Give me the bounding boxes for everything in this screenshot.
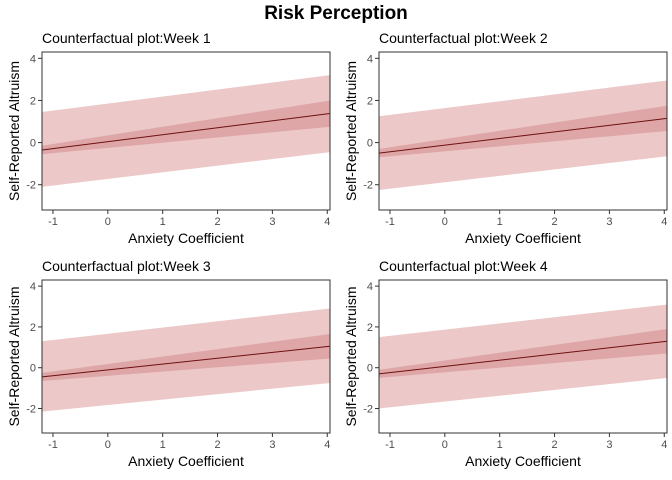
panel-4-y-tick-label: -2 xyxy=(363,404,373,416)
panel-1-x-tick-label: 0 xyxy=(105,216,111,228)
panel-3-title: Counterfactual plot:Week 3 xyxy=(42,258,211,274)
panel-4-x-tick-label: -1 xyxy=(385,439,395,451)
panel-1-x-axis-label: Anxiety Coefficient xyxy=(128,230,244,246)
panel-2: -1 0 1 2 3 4 -2 0 2 4 Counterfactual plot:Week 2 An… xyxy=(343,30,668,246)
panel-3-x-tick-label: 4 xyxy=(324,439,330,451)
panel-2-border xyxy=(378,51,668,211)
panel-2-title: Counterfactual plot:Week 2 xyxy=(379,30,548,46)
panel-4-y-tick-label: 2 xyxy=(367,322,373,334)
panel-3-fit-line xyxy=(41,345,331,378)
panel-4-y-axis-label: Self-Reported Altruism xyxy=(343,286,359,426)
panel-3-x-tick-label: 1 xyxy=(160,439,166,451)
panel-1-x-tick-label: 1 xyxy=(160,216,166,228)
panel-3-x-tick-label: 0 xyxy=(105,439,111,451)
panel-1-x-tick-label: -1 xyxy=(48,216,58,228)
panel-4-x-tick-label: 1 xyxy=(497,439,503,451)
panel-1-x-tick-label: 4 xyxy=(324,216,330,228)
panel-2-x-tick-label: 1 xyxy=(497,216,503,228)
panel-3-x-tick-label: 2 xyxy=(214,439,220,451)
panel-3-x-tick-label: 3 xyxy=(269,439,275,451)
panel-4-y-tick-label: 4 xyxy=(367,281,373,293)
panel-3-y-tick-label: 4 xyxy=(30,281,36,293)
panel-4-fit-line xyxy=(378,340,668,375)
panel-2-x-tick-label: 0 xyxy=(442,216,448,228)
panel-4-border xyxy=(378,279,668,434)
panel-2-x-tick-label: 4 xyxy=(661,216,667,228)
panel-3-border xyxy=(41,279,331,434)
panel-2-x-tick-label: 2 xyxy=(551,216,557,228)
panel-4: -1 0 1 2 3 4 -2 0 2 4 Counterfactual plot:Week 4 An… xyxy=(343,258,668,469)
panel-4-y-tick-label: 0 xyxy=(367,363,373,375)
panel-1-y-tick-label: -2 xyxy=(26,180,36,192)
panel-1-fit-line xyxy=(41,113,331,151)
panel-1-x-tick-label: 2 xyxy=(214,216,220,228)
panel-2-y-tick-label: -2 xyxy=(363,180,373,192)
panel-1: -1 0 1 2 3 4 -2 0 2 4 Counterfactual plot:Week 1 An… xyxy=(6,30,331,246)
panel-4-title: Counterfactual plot:Week 4 xyxy=(379,258,548,274)
panel-3-y-axis-label: Self-Reported Altruism xyxy=(6,286,22,426)
figure-title: Risk Perception xyxy=(264,3,408,24)
panel-3-x-tick-label: -1 xyxy=(48,439,58,451)
panel-3-y-tick-label: 0 xyxy=(30,363,36,375)
panel-1-y-tick-label: 4 xyxy=(30,53,36,65)
panel-3-x-axis-label: Anxiety Coefficient xyxy=(128,453,244,469)
panel-2-x-axis-label: Anxiety Coefficient xyxy=(465,230,581,246)
panel-2-y-tick-label: 0 xyxy=(367,138,373,150)
panel-1-title: Counterfactual plot:Week 1 xyxy=(42,30,211,46)
panel-4-x-axis-label: Anxiety Coefficient xyxy=(465,453,581,469)
panel-1-y-tick-label: 2 xyxy=(30,95,36,107)
panel-1-x-tick-label: 3 xyxy=(269,216,275,228)
panel-2-y-tick-label: 2 xyxy=(367,95,373,107)
panel-1-border xyxy=(41,51,331,211)
panel-2-x-tick-label: -1 xyxy=(385,216,395,228)
panel-2-y-axis-label: Self-Reported Altruism xyxy=(343,61,359,201)
panel-4-x-tick-label: 2 xyxy=(551,439,557,451)
panel-3-y-tick-label: -2 xyxy=(26,404,36,416)
panel-2-y-tick-label: 4 xyxy=(367,53,373,65)
panel-4-x-tick-label: 4 xyxy=(661,439,667,451)
panel-3: -1 0 1 2 3 4 -2 0 2 4 Counterfactual plot:Week 3 An… xyxy=(6,258,331,469)
panel-1-y-axis-label: Self-Reported Altruism xyxy=(6,61,22,201)
panel-3-y-tick-label: 2 xyxy=(30,322,36,334)
panel-2-fit-line xyxy=(378,117,668,154)
panel-4-x-tick-label: 3 xyxy=(606,439,612,451)
panel-1-y-tick-label: 0 xyxy=(30,138,36,150)
panel-4-x-tick-label: 0 xyxy=(442,439,448,451)
panel-2-x-tick-label: 3 xyxy=(606,216,612,228)
